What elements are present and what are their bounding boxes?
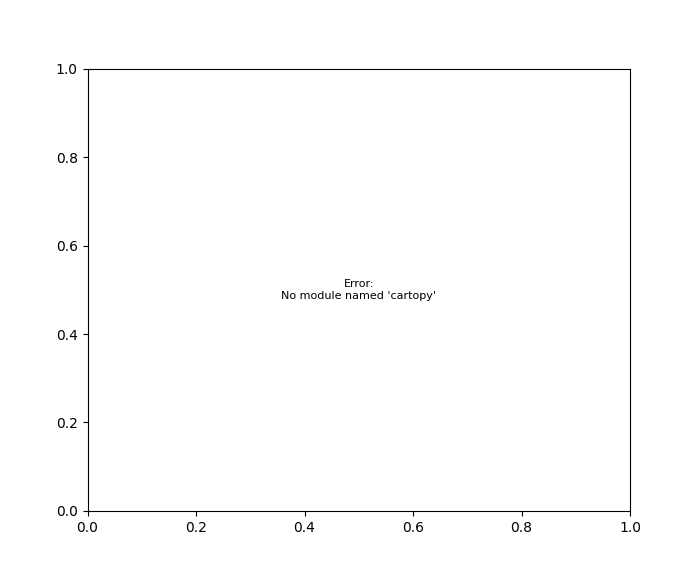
Text: Error:
No module named 'cartopy': Error: No module named 'cartopy'	[281, 279, 436, 301]
